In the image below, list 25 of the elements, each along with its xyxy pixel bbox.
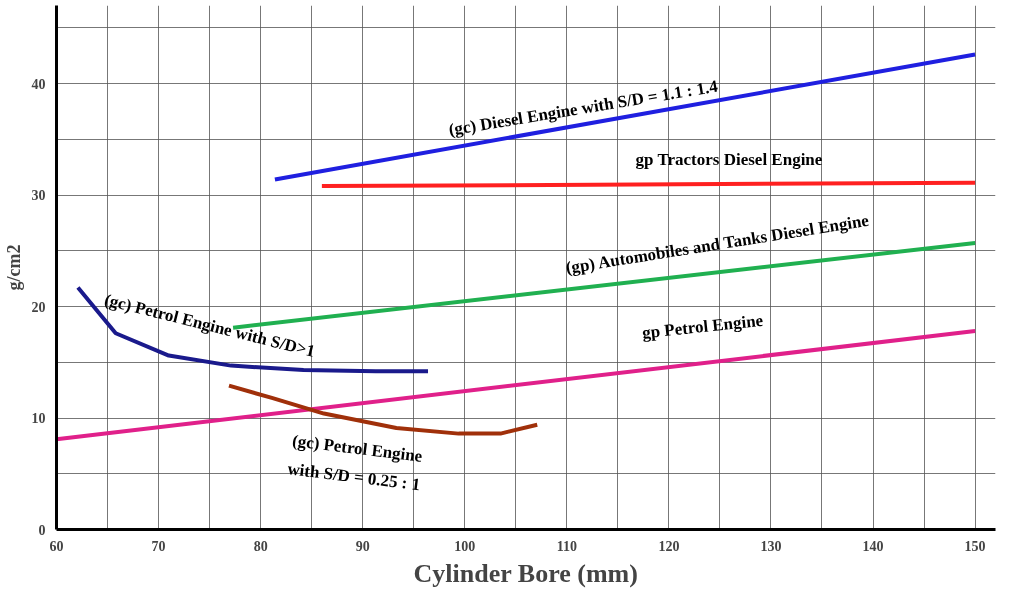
x-tick-label: 140 — [862, 538, 884, 554]
x-tick-label: 70 — [151, 538, 166, 554]
x-axis-title: Cylinder Bore (mm) — [413, 558, 638, 588]
x-tick-label: 150 — [964, 538, 986, 554]
y-tick-label: 0 — [38, 522, 46, 538]
y-tick-label: 40 — [31, 76, 46, 92]
text: gp Petrol Engine — [641, 310, 765, 343]
text: (gp) Automobiles and Tanks Diesel Engine — [564, 210, 871, 278]
series-label: gp Tractors Diesel Engine — [635, 149, 823, 169]
line-series — [75, 285, 431, 374]
text: (gc) Petrol Engine with S/D>1 — [102, 290, 317, 361]
x-tick-label: 80 — [253, 538, 268, 554]
text: (gc) Diesel Engine with S/D = 1.1 : 1.4 — [447, 76, 720, 140]
x-tick-label: 100 — [454, 538, 476, 554]
x-tick-label: 120 — [658, 538, 680, 554]
x-tick-label: 90 — [355, 538, 370, 554]
text: (gc) Petrol Engine with S/D = 0.25 : 1 — [286, 431, 424, 495]
x-tick-label: 60 — [49, 538, 64, 554]
y-tick-label: 30 — [31, 188, 46, 204]
x-tick-label: 130 — [760, 538, 782, 554]
x-tick-label: 110 — [556, 538, 577, 554]
line-series — [226, 383, 540, 436]
y-tick-label: 20 — [31, 299, 46, 315]
y-tick-label: 10 — [31, 411, 46, 427]
y-axis-title: g/cm2 — [3, 244, 24, 291]
